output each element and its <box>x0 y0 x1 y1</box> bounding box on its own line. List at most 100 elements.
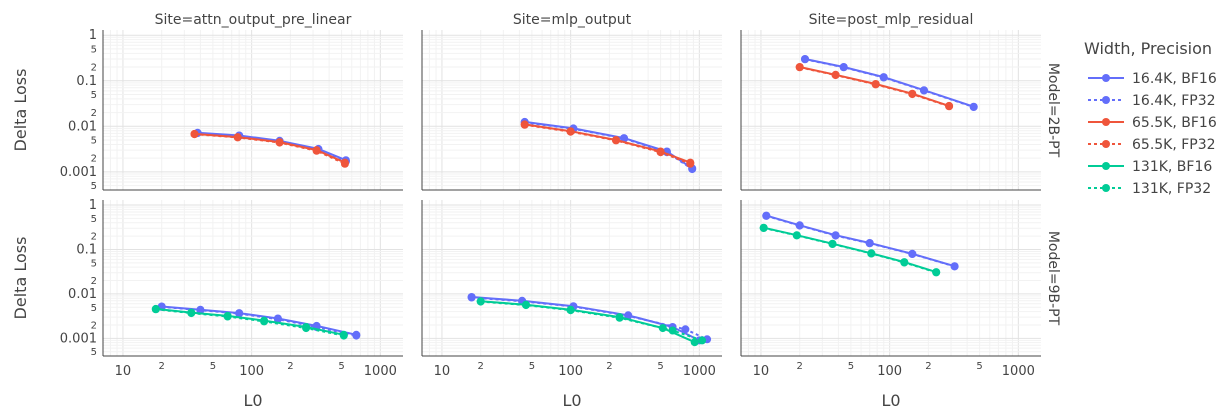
data-point <box>908 90 917 99</box>
data-point <box>831 71 840 80</box>
data-point <box>831 231 840 240</box>
data-point <box>339 331 348 340</box>
y-minor-tick-label: 5 <box>91 44 97 55</box>
x-tick-label: 10 <box>115 364 132 379</box>
data-point <box>235 309 244 318</box>
y-tick-label: 0.1 <box>76 74 97 89</box>
data-point <box>871 80 880 89</box>
series-line <box>471 296 708 341</box>
x-tick-label: 10 <box>753 364 770 379</box>
subplot-r0-c1 <box>421 30 722 191</box>
data-point <box>615 313 624 322</box>
data-point <box>681 325 690 334</box>
legend-marker <box>1102 140 1110 148</box>
x-tick-label: 100 <box>239 364 264 379</box>
data-point <box>476 297 485 306</box>
legend-marker <box>1102 74 1110 82</box>
legend-label: 65.5K, FP32 <box>1132 137 1216 153</box>
y-minor-tick-label: 2 <box>91 154 97 165</box>
data-point <box>759 224 768 232</box>
x-minor-tick-label: 2 <box>158 361 164 372</box>
panel-series-r1-c0 <box>151 302 361 340</box>
series-line <box>766 214 955 268</box>
data-point <box>352 331 361 340</box>
data-point <box>969 103 978 111</box>
legend-marker <box>1102 118 1110 126</box>
data-point <box>762 211 771 220</box>
y-minor-tick-label: 5 <box>91 136 97 147</box>
data-point <box>932 268 941 277</box>
data-point <box>950 262 959 271</box>
data-point <box>865 239 874 248</box>
column-title: Site=mlp_output <box>513 12 632 28</box>
data-point <box>620 134 628 143</box>
data-point <box>566 306 575 315</box>
y-axis-title: Delta Loss <box>11 237 30 320</box>
row-title: Model=9B-PT <box>1045 231 1061 326</box>
x-axis-title: L0 <box>881 391 900 410</box>
column-title: Site=attn_output_pre_linear <box>155 12 352 28</box>
x-minor-tick-label: 2 <box>287 361 293 372</box>
data-point <box>658 324 667 333</box>
y-axis-title: Delta Loss <box>11 69 30 152</box>
x-minor-tick-label: 2 <box>925 361 931 372</box>
legend-marker <box>1102 184 1110 192</box>
x-tick-label: 10 <box>434 364 451 379</box>
series-line <box>480 300 703 342</box>
data-point <box>656 148 665 157</box>
y-tick-label: 1 <box>89 28 97 43</box>
legend-label: 65.5K, BF16 <box>1132 115 1217 131</box>
data-point <box>792 231 801 240</box>
data-point <box>920 86 928 95</box>
x-minor-tick-label: 5 <box>657 361 663 372</box>
x-minor-tick-label: 5 <box>338 361 344 372</box>
x-minor-tick-label: 2 <box>796 361 802 372</box>
data-point <box>190 130 199 139</box>
x-minor-tick-label: 2 <box>606 361 612 372</box>
data-point <box>187 309 196 318</box>
y-minor-tick-label: 2 <box>91 320 97 331</box>
x-minor-tick-label: 5 <box>210 361 216 372</box>
x-tick-label: 1000 <box>1002 364 1035 379</box>
data-point <box>522 301 530 310</box>
panel-series-r0-c2 <box>795 55 978 111</box>
y-tick-label: 0.001 <box>60 165 97 180</box>
legend-marker <box>1102 96 1110 104</box>
y-minor-tick-label: 2 <box>91 63 97 74</box>
y-tick-label: 0.001 <box>60 331 97 346</box>
y-minor-tick-label: 5 <box>91 347 97 358</box>
y-minor-tick-label: 5 <box>91 90 97 101</box>
x-tick-label: 1000 <box>683 364 716 379</box>
x-axis-title: L0 <box>243 391 262 410</box>
y-minor-tick-label: 2 <box>91 108 97 119</box>
x-tick-label: 100 <box>558 364 583 379</box>
data-point <box>612 136 620 145</box>
data-point <box>275 138 284 147</box>
x-tick-label: 100 <box>877 364 902 379</box>
x-minor-tick-label: 5 <box>529 361 535 372</box>
x-axis-title: L0 <box>562 391 581 410</box>
data-point <box>795 221 804 230</box>
data-point <box>340 159 349 168</box>
y-minor-tick-label: 5 <box>91 258 97 269</box>
x-minor-tick-label: 5 <box>976 361 982 372</box>
data-point <box>566 127 575 136</box>
subplot-r1-c1: 10 100 1000 2 5 2 5 <box>421 200 722 379</box>
y-minor-tick-label: 5 <box>91 303 97 314</box>
panel-series-r1-c1 <box>467 293 712 347</box>
series-line <box>155 308 344 337</box>
series-line <box>524 121 693 170</box>
y-tick-label: 0.01 <box>68 287 97 302</box>
data-point <box>908 250 917 258</box>
row-title: Model=2B-PT <box>1045 63 1061 158</box>
panel-series-r0-c0 <box>190 128 350 168</box>
data-point <box>520 120 529 129</box>
y-tick-label: 0.1 <box>76 242 97 257</box>
series-line <box>799 66 950 108</box>
data-point <box>302 324 311 333</box>
legend: Width, Precision 16.4K, BF16 16.4K, FP32 65… <box>1084 39 1217 197</box>
series-line <box>197 132 347 163</box>
